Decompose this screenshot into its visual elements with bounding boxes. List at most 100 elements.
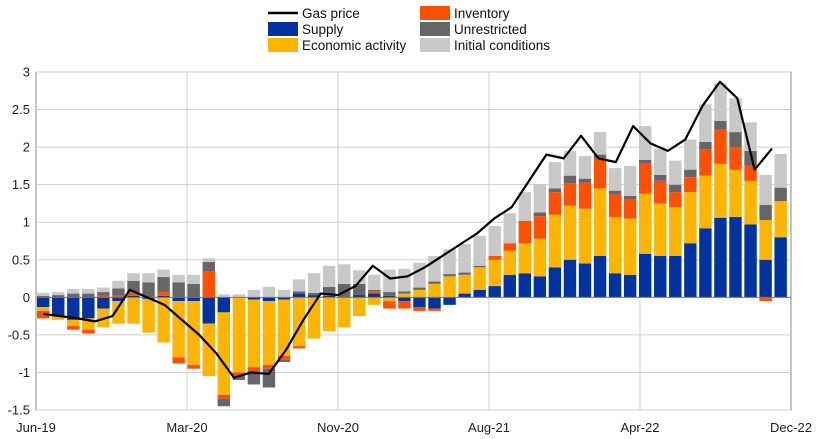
bar-segment-inventory (292, 346, 306, 349)
bar-segment-inventory (714, 129, 727, 164)
bar-segment-inventory (262, 364, 276, 369)
bar-segment-supply (443, 297, 456, 305)
bar-segment-supply (669, 256, 682, 298)
bar-segment-unrestricted (368, 289, 381, 292)
bar-segment-inventory (67, 325, 80, 330)
bar-segment-initial-conditions (368, 274, 381, 290)
bar-segment-supply (744, 224, 757, 298)
bar-segment-unrestricted (578, 178, 592, 183)
bar-segment-economic-activity (729, 169, 742, 217)
bar-segment-initial-conditions (292, 279, 306, 292)
bar-segment-supply (413, 297, 426, 308)
bar-segment-initial-conditions (322, 265, 336, 287)
x-tick-label: Apr-22 (620, 420, 659, 435)
bar-segment-initial-conditions (608, 168, 622, 191)
bar-segment-initial-conditions (307, 273, 321, 293)
bar-segment-inventory (503, 243, 516, 251)
bar-segment-supply (503, 274, 516, 298)
bar-segment-initial-conditions (578, 156, 592, 179)
bar-segment-economic-activity (699, 175, 712, 229)
bar-segment-economic-activity (398, 293, 411, 298)
bar-segment-supply (353, 295, 366, 298)
bar-segment-unrestricted (37, 295, 50, 298)
bar-segment-supply (322, 295, 336, 298)
bar-segment-inventory (202, 271, 215, 298)
bar-segment-unrestricted (97, 292, 110, 296)
bar-segment-inventory (488, 256, 501, 260)
bar-segment-economic-activity (217, 312, 230, 395)
bar-segment-economic-activity (82, 318, 95, 330)
x-axis-tick-labels: Jun-19 Mar-20 Nov-20 Aug-21 Apr-22 Dec-22 (16, 420, 812, 435)
bar-segment-supply (458, 293, 471, 298)
bar-segment-initial-conditions (503, 213, 516, 244)
bar-segment-unrestricted (774, 187, 787, 202)
bar-segment-unrestricted (383, 292, 396, 296)
bar-segment-economic-activity (563, 205, 577, 260)
bar-segment-initial-conditions (669, 160, 682, 185)
bar-segment-inventory (578, 182, 592, 209)
bar-segment-economic-activity (443, 276, 456, 298)
bar-segment-supply (307, 295, 321, 298)
bar-segment-supply (97, 297, 110, 309)
legend: Gas price Inventory Supply Unrestricted Econ… (268, 6, 550, 53)
legend-label-initial-conditions: Initial conditions (454, 38, 550, 53)
bar-segment-initial-conditions (353, 270, 366, 284)
bar-segment-initial-conditions (473, 235, 486, 266)
y-tick-label: 0.5 (12, 252, 30, 267)
bar-segment-unrestricted (759, 204, 772, 220)
bar-segment-supply (699, 228, 712, 298)
bar-segment-initial-conditions (187, 274, 200, 284)
bar-segment-economic-activity (52, 316, 65, 320)
bar-segment-supply (729, 216, 742, 298)
bar-segment-inventory (172, 357, 185, 364)
bar-segment-economic-activity (503, 250, 516, 275)
bar-segment-initial-conditions (383, 269, 396, 293)
bar-segment-economic-activity (157, 297, 170, 343)
bar-segment-economic-activity (759, 219, 772, 260)
bar-segment-supply (37, 297, 50, 308)
bar-segment-economic-activity (277, 299, 291, 356)
x-tick-label: Jun-19 (16, 420, 56, 435)
series-line-gas-price (42, 80, 773, 379)
bar-segment-economic-activity (127, 297, 140, 324)
bar-segment-economic-activity (428, 283, 441, 298)
bar-segment-economic-activity (383, 297, 396, 302)
bar-segment-inventory (654, 180, 667, 204)
bar-segment-economic-activity (639, 193, 652, 254)
bar-segment-unrestricted (262, 368, 276, 388)
legend-label-inventory: Inventory (454, 6, 510, 21)
bar-segment-unrestricted (217, 398, 230, 407)
bar-segment-initial-conditions (112, 280, 125, 289)
bar-segment-initial-conditions (52, 292, 65, 296)
bar-segment-supply (623, 274, 637, 298)
bar-segment-unrestricted (654, 174, 667, 181)
bar-segment-supply (518, 273, 531, 298)
bar-segment-unrestricted (112, 288, 125, 296)
bar-segment-initial-conditions (654, 148, 667, 175)
legend-swatch-initial-conditions (420, 38, 450, 52)
bar-segment-economic-activity (338, 297, 351, 328)
bar-segment-economic-activity (473, 267, 486, 290)
bar-segment-supply (563, 259, 577, 298)
bar-segment-initial-conditions (533, 183, 547, 213)
bar-segment-economic-activity (518, 243, 531, 274)
bar-segment-unrestricted (443, 274, 456, 277)
y-axis-tick-labels: -1.5 -1 -0.5 0 0.5 1 1.5 2 2.5 3 (8, 65, 30, 418)
y-tick-label: 1.5 (12, 177, 30, 192)
bar-segment-economic-activity (578, 208, 592, 264)
bar-segment-economic-activity (669, 207, 682, 257)
x-tick-label: Dec-22 (770, 420, 812, 435)
bar-segment-unrestricted (157, 277, 170, 293)
bar-segment-supply (714, 217, 727, 298)
bar-segment-economic-activity (368, 297, 381, 305)
bar-segment-supply (247, 297, 261, 300)
bar-segment-economic-activity (172, 301, 185, 358)
bar-segment-inventory (563, 183, 577, 206)
bar-segment-economic-activity (684, 192, 697, 244)
bar-segment-unrestricted (277, 359, 291, 362)
bar-segment-inventory (217, 394, 230, 399)
bar-segment-supply (127, 295, 140, 298)
bar-segment-initial-conditions (774, 153, 787, 188)
bar-segment-unrestricted (247, 370, 261, 385)
